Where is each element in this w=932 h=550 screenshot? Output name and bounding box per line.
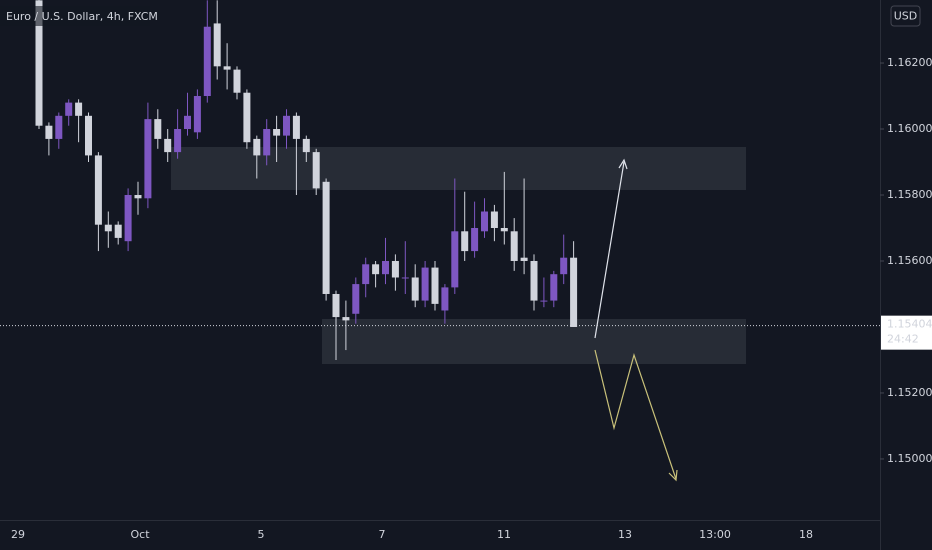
candle-body <box>352 284 360 314</box>
candle-body <box>401 277 409 279</box>
candle-body <box>124 195 132 242</box>
up-arrow <box>594 161 625 339</box>
x-tick-label: 11 <box>497 528 511 541</box>
candle-body <box>560 257 568 275</box>
candle-body <box>203 26 211 97</box>
candle-body <box>391 260 399 278</box>
candle-body <box>481 211 488 232</box>
candle-body <box>332 293 340 318</box>
candle-body <box>431 267 439 304</box>
countdown-label: 24:42 <box>887 333 919 346</box>
y-tick-label: 1.16000 <box>887 122 932 135</box>
candle-body <box>570 257 578 327</box>
candle-body <box>322 181 330 294</box>
candle-body <box>550 274 558 301</box>
candle-body <box>382 260 389 275</box>
y-tick-label: 1.15200 <box>887 386 932 399</box>
candle-body <box>174 129 182 153</box>
y-tick-label: 1.16200 <box>887 56 932 69</box>
candle-body <box>510 231 518 261</box>
candle-body <box>283 115 290 136</box>
candle-body <box>500 227 508 232</box>
candle-body <box>213 23 221 67</box>
candle-body <box>342 317 350 321</box>
y-tick-label: 1.15000 <box>887 452 932 465</box>
candle-body <box>471 227 479 252</box>
x-tick-label: 18 <box>799 528 813 541</box>
candle-body <box>85 115 92 156</box>
candle-body <box>490 211 498 228</box>
down-path <box>594 349 677 480</box>
candle-body <box>520 257 528 261</box>
currency[interactable]: USD <box>894 10 918 23</box>
candle-body <box>144 119 152 199</box>
y-tick-label: 1.15800 <box>887 188 932 201</box>
candle-body <box>104 224 112 232</box>
y-tick-label: 1.15600 <box>887 254 932 267</box>
candle-body <box>243 92 251 143</box>
down-arrow-head <box>668 469 678 482</box>
candle-body <box>421 267 429 301</box>
candle-body <box>461 231 469 252</box>
candle-body <box>253 138 261 156</box>
candle-body <box>312 152 320 189</box>
x-tick-label: 5 <box>258 528 265 541</box>
candle-body <box>134 195 142 199</box>
candle-body <box>94 155 102 225</box>
candle-body <box>362 264 370 285</box>
x-tick-label: 29 <box>11 528 25 541</box>
candle-body <box>411 277 419 301</box>
candle-body <box>273 129 281 136</box>
up-arrow-head <box>618 158 628 170</box>
candle-body <box>530 260 538 301</box>
candle-body <box>65 102 73 116</box>
x-tick-label: 13:00 <box>699 528 731 541</box>
title: Euro / U.S. Dollar, 4h, FXCM <box>6 10 158 23</box>
x-tick-label: 13 <box>618 528 632 541</box>
candle-body <box>451 231 459 288</box>
candle-body <box>193 96 201 133</box>
candle-body <box>263 129 271 156</box>
candle-body <box>292 115 300 139</box>
candle-body <box>540 300 548 302</box>
candle-body <box>164 138 172 153</box>
candle-body <box>233 69 241 93</box>
candle-body <box>302 138 310 153</box>
support-zone <box>322 319 746 364</box>
x-tick-label: 7 <box>379 528 386 541</box>
candles <box>35 0 578 360</box>
candle-body <box>35 0 43 126</box>
candle-body <box>75 102 83 116</box>
title-bg <box>0 6 150 26</box>
candle-body <box>184 115 191 130</box>
candle-body <box>372 264 380 275</box>
x-tick-label: Oct <box>130 528 150 541</box>
candle-body <box>441 287 449 311</box>
candle-body <box>154 119 162 139</box>
candle-body <box>114 224 122 238</box>
candle-body <box>55 115 63 139</box>
candle-body <box>223 66 231 70</box>
candle-body <box>45 125 53 139</box>
last-price-label: 1.15404 <box>887 318 932 331</box>
currency-box[interactable] <box>890 5 921 27</box>
last-price-box <box>881 315 932 350</box>
